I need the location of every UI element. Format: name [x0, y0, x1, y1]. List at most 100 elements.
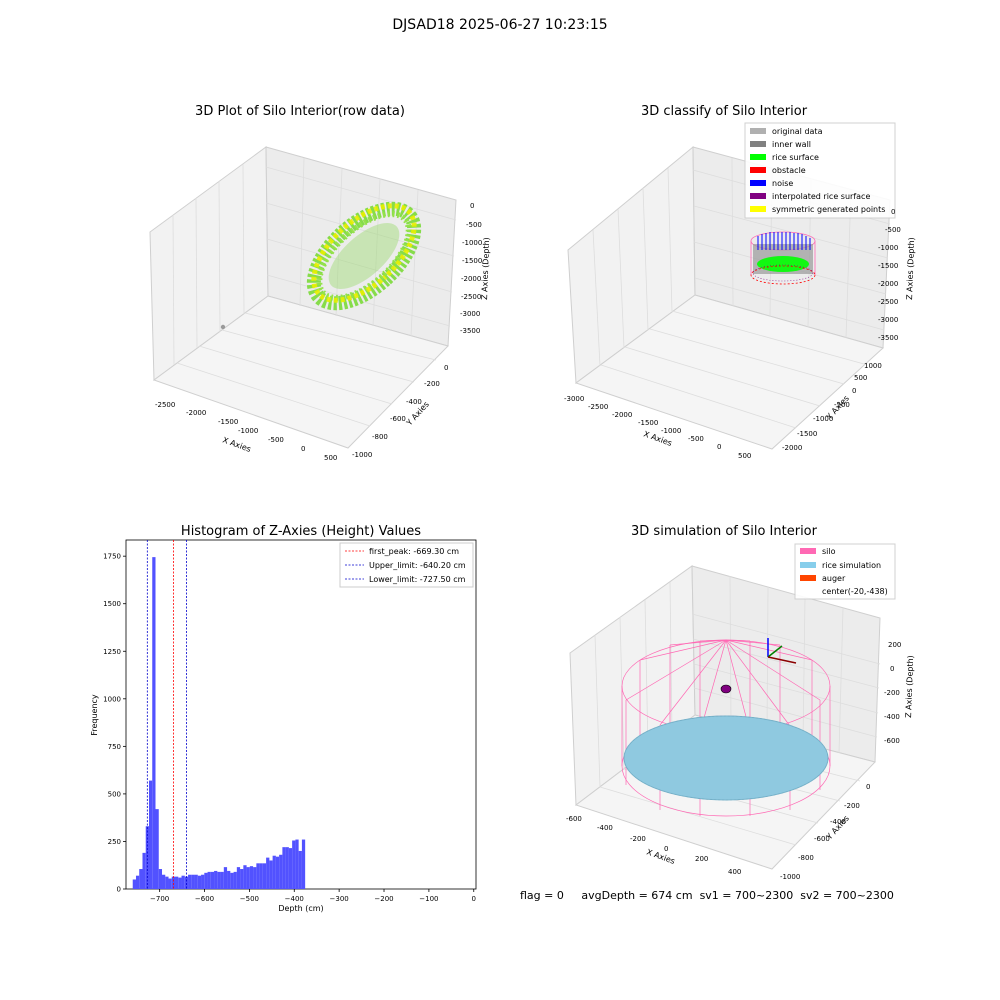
panel1-ztick: 0: [470, 202, 474, 210]
panel2-xtick: 500: [738, 452, 751, 460]
histogram-bar: [142, 852, 146, 889]
panel1-ytick: -600: [390, 415, 406, 423]
panel2-rice-surface: [757, 256, 809, 272]
histogram-bar: [269, 860, 273, 889]
panel2-ytick: 500: [854, 374, 867, 382]
panel1-xtick: -1000: [238, 427, 258, 435]
histogram-bar: [188, 874, 192, 889]
histogram-ytick-label: 1750: [103, 553, 121, 561]
histogram-legend: first_peak: -669.30 cm Upper_limit: -640…: [339, 542, 474, 588]
panel1-ytick: -400: [406, 398, 422, 406]
histogram-bar: [240, 869, 244, 889]
histogram-bar: [295, 839, 299, 889]
figure-title: DJSAD18 2025-06-27 10:23:15: [392, 17, 608, 33]
panel4-xtick: -400: [597, 824, 613, 832]
legend-label-silo: silo: [822, 547, 836, 556]
panel4-rice-surface: [623, 715, 829, 801]
panel2-axes-box: [567, 145, 891, 450]
panel1-xtick: -2000: [186, 409, 206, 417]
histogram-xtick-label: −700: [150, 895, 169, 903]
histogram-bar: [191, 874, 195, 889]
panel2-ztick: -500: [885, 226, 901, 234]
histogram-bar: [194, 874, 198, 889]
histogram-xtick-label: 0: [472, 895, 476, 903]
histogram-ytick-label: 750: [108, 743, 121, 751]
panel4-ztick: -400: [884, 713, 900, 721]
histogram-xlabel: Depth (cm): [278, 904, 323, 913]
panel1-ztick: -3500: [460, 327, 480, 335]
histogram-bar: [165, 876, 169, 889]
panel2-xtick: -1500: [638, 419, 658, 427]
histogram-ytick-label: 500: [108, 790, 121, 798]
panel1-floor-pane: [152, 295, 449, 449]
legend-swatch-silo: [800, 548, 816, 554]
panel1-xtick: -1500: [218, 418, 238, 426]
legend-swatch-rice-simulation: [800, 562, 816, 568]
panel2-y-ticks: -2000 -1500 -1000 -500 0 500 1000: [782, 362, 882, 452]
panel2-ytick: -1000: [813, 415, 833, 423]
panel2-interp-surface: [752, 264, 814, 282]
histogram-ytick-label: 0: [117, 886, 121, 894]
panel1-xtick: -2500: [155, 401, 175, 409]
histogram-bar: [285, 847, 289, 889]
silo-simulation-plot: silo rice simulation auger center(-20,-4…: [566, 543, 915, 881]
legend-swatch-noise: [750, 180, 766, 186]
histogram-bar: [279, 854, 283, 889]
histogram-bar: [292, 840, 296, 889]
panel1-xlabel: X Axies: [221, 435, 252, 454]
histogram-bar: [155, 809, 159, 889]
legend-label-rice-surface: rice surface: [772, 153, 819, 162]
panel4-xlabel: X Axies: [645, 847, 676, 866]
panel1-xtick: 0: [301, 445, 305, 453]
histogram-xtick-label: −100: [419, 895, 438, 903]
histogram-bar: [217, 871, 221, 889]
panel2-xtick: -3000: [564, 395, 584, 403]
histogram-bar: [139, 869, 143, 889]
panel1-ztick: -500: [466, 221, 482, 229]
panel2-point-cloud: [750, 231, 816, 285]
panel2-ytick: 0: [852, 387, 856, 395]
panel2-xtick: 0: [717, 443, 721, 451]
panel1-ytick: 0: [444, 364, 448, 372]
histogram-bar: [197, 875, 202, 889]
legend-label-original-data: original data: [772, 127, 823, 136]
histogram-bar: [162, 874, 166, 889]
panel4-zlabel: Z Axies (Depth): [904, 655, 915, 718]
histogram-bar: [135, 875, 140, 889]
histogram-bar: [288, 848, 293, 889]
panel4-ytick: -1000: [780, 873, 800, 881]
legend-label-lower-limit: Lower_limit: -727.50 cm: [369, 575, 466, 584]
panel4-legend: silo rice simulation auger center(-20,-4…: [794, 543, 896, 600]
panel1-ztick: -2000: [461, 275, 481, 283]
histogram-bar: [201, 874, 205, 889]
histogram-bar: [204, 872, 208, 889]
panel2-ztick: -1000: [878, 244, 898, 252]
histogram-xtick-label: −300: [330, 895, 349, 903]
panel1-x-ticks: -2500 -2000 -1500 -1000 -500 0 500: [155, 401, 337, 462]
legend-swatch-symmetric: [750, 206, 766, 212]
panel4-xtick: -200: [630, 835, 646, 843]
panel4-xtick: -600: [566, 815, 582, 823]
panel4-ztick: -600: [884, 737, 900, 745]
panel4-title: 3D simulation of Silo Interior: [631, 524, 817, 539]
depth-histogram: −700 −600 −500 −400 −300 −200 −100 0 0 250 500 750…: [90, 539, 477, 913]
histogram-xtick-label: −400: [285, 895, 304, 903]
histogram-bar: [171, 876, 176, 889]
panel4-x-ticks: -600 -400 -200 0 200 400: [566, 815, 741, 876]
histogram-bar: [214, 870, 218, 889]
histogram-bar: [298, 850, 302, 889]
panel1-ztick: -2500: [461, 293, 481, 301]
legend-label-first-peak: first_peak: -669.30 cm: [369, 547, 459, 556]
legend-swatch-auger: [800, 575, 816, 581]
histogram-bar: [275, 856, 280, 889]
panel2-ztick: -1500: [878, 262, 898, 270]
histogram-bar: [152, 557, 156, 889]
panel1-point-cloud: [220, 201, 422, 330]
histogram-bar: [266, 857, 270, 889]
panel4-rice-mesh: [623, 715, 829, 801]
panel2-ytick: -1500: [797, 430, 817, 438]
histogram-xtick-label: −500: [240, 895, 259, 903]
panel2-z-ticks: 0 -500 -1000 -1500 -2000 -2500 -3000 -35…: [878, 208, 901, 342]
histogram-bar: [227, 870, 231, 889]
panel2-ytick: -500: [834, 401, 850, 409]
